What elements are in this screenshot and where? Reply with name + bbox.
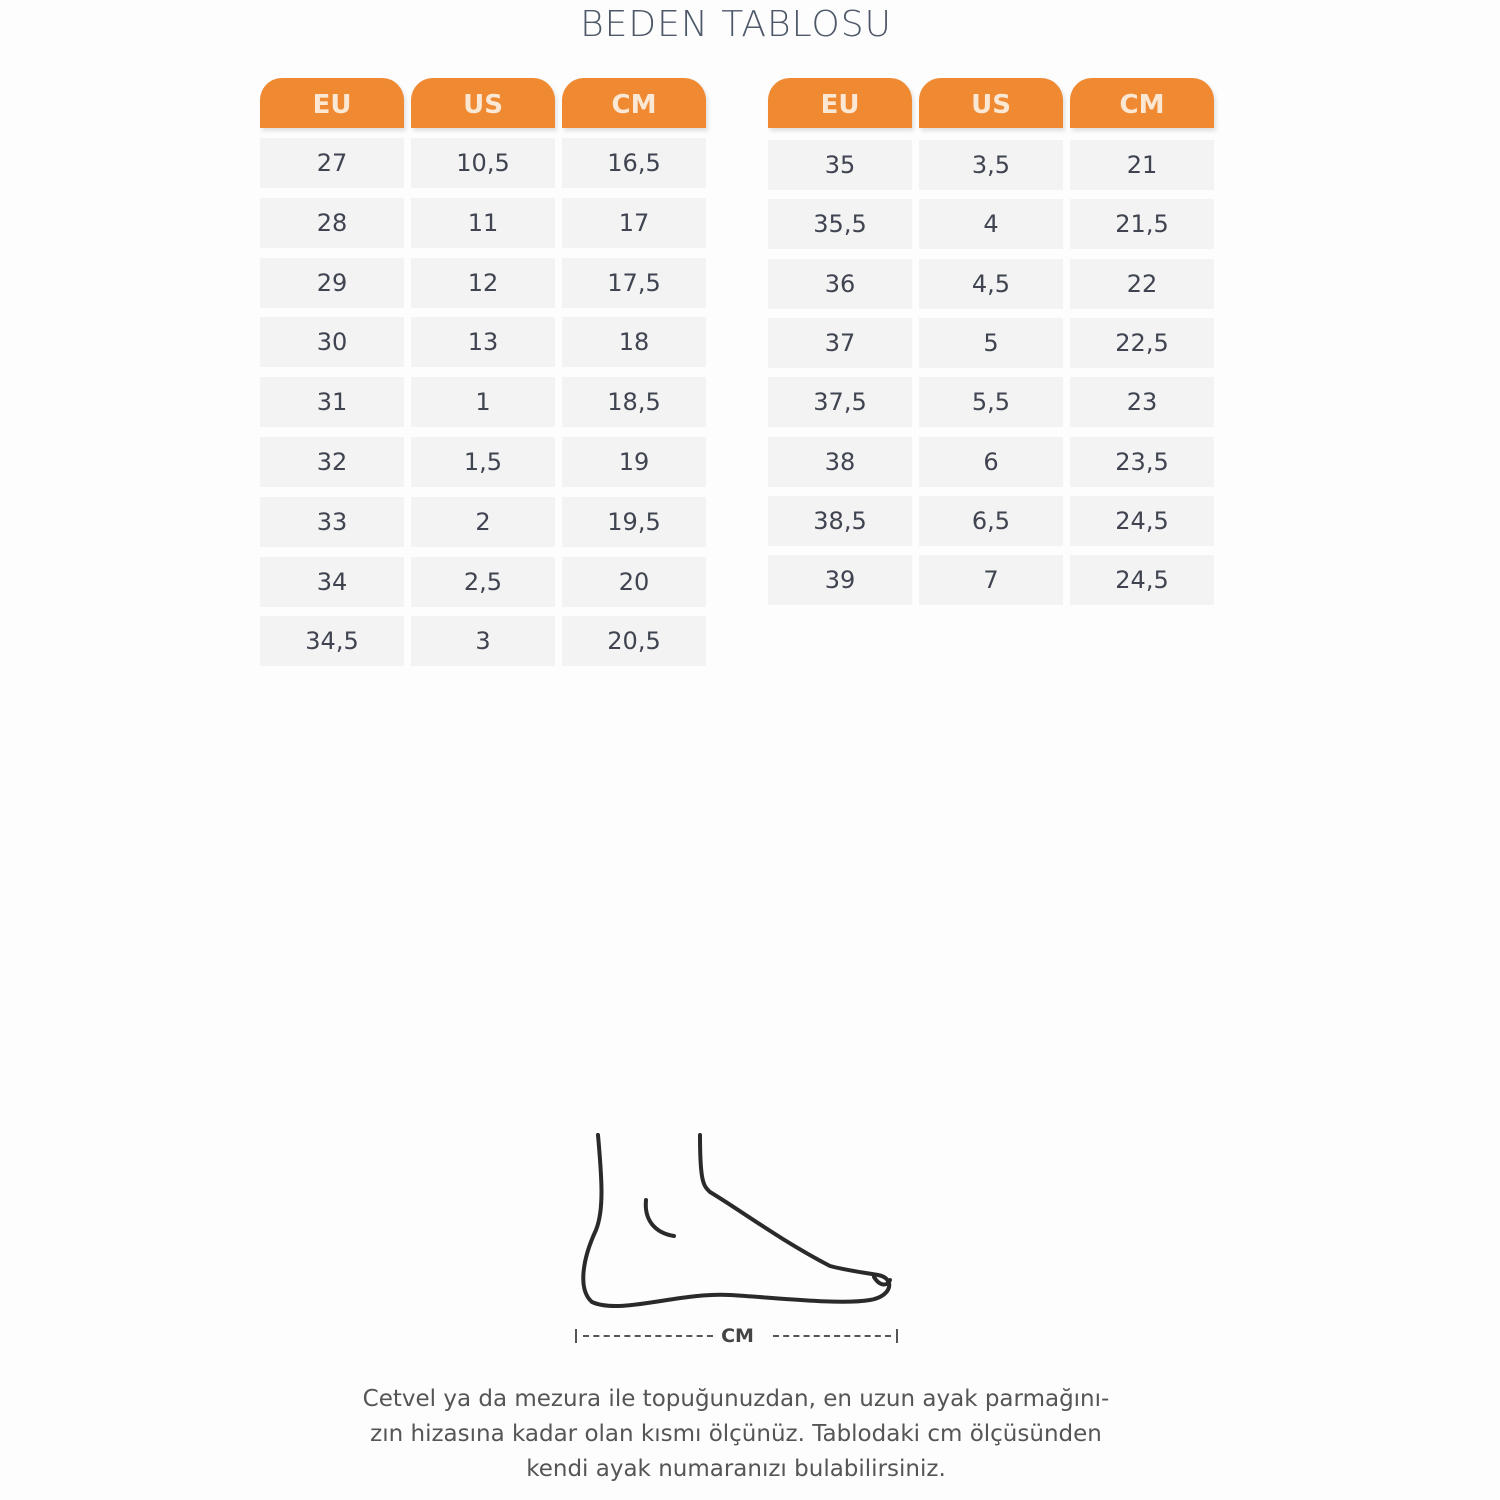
table-cell: 12 bbox=[411, 257, 555, 308]
table-cell: 19 bbox=[562, 437, 706, 487]
table-cell: 38,5 bbox=[768, 495, 912, 546]
table-cell: 16,5 bbox=[562, 138, 706, 188]
table-cell: 27 bbox=[260, 138, 404, 188]
table-cell: 34,5 bbox=[260, 616, 404, 667]
table-cell: 2,5 bbox=[411, 556, 555, 607]
table-cell: 21 bbox=[1070, 140, 1214, 190]
table-cell: 24,5 bbox=[1070, 555, 1214, 606]
column-header-eu: EU bbox=[768, 78, 912, 128]
table-cell: 32 bbox=[260, 437, 404, 487]
table-cell: 28 bbox=[260, 197, 404, 248]
column-header-us: US bbox=[919, 78, 1063, 128]
table-cell: 1 bbox=[411, 377, 555, 428]
table-cell: 39 bbox=[768, 555, 912, 606]
table-cell: 37 bbox=[768, 317, 912, 368]
note-line: Cetvel ya da mezura ile topuğunuzdan, en… bbox=[362, 1386, 1110, 1412]
table-cell: 35,5 bbox=[768, 199, 912, 250]
note-line: zın hizasına kadar olan kısmı ölçünüz. T… bbox=[370, 1421, 1102, 1447]
table-cell: 6 bbox=[919, 436, 1063, 487]
table-cell: 29 bbox=[260, 257, 404, 308]
table-cell: 19,5 bbox=[562, 496, 706, 547]
table-cell: 11 bbox=[411, 197, 555, 248]
table-cell: 33 bbox=[260, 496, 404, 547]
foot-measure-icon bbox=[581, 1133, 892, 1309]
table-cell: 37,5 bbox=[768, 377, 912, 428]
table-cell: 6,5 bbox=[919, 495, 1063, 546]
table-cell: 34 bbox=[260, 556, 404, 607]
table-cell: 22 bbox=[1070, 258, 1214, 309]
table-cell: 35 bbox=[768, 140, 912, 190]
table-cell: 38 bbox=[768, 436, 912, 487]
page-title: BEDEN TABLOSU bbox=[580, 4, 892, 45]
table-cell: 2 bbox=[411, 496, 555, 547]
table-cell: 5 bbox=[919, 317, 1063, 368]
table-cell: 24,5 bbox=[1070, 495, 1214, 546]
table-cell: 1,5 bbox=[411, 437, 555, 487]
table-cell: 7 bbox=[919, 555, 1063, 606]
table-cell: 20,5 bbox=[562, 616, 706, 667]
column-header-cm: CM bbox=[562, 78, 706, 128]
measure-label: CM bbox=[721, 1325, 754, 1347]
table-cell: 36 bbox=[768, 258, 912, 309]
table-cell: 4 bbox=[919, 199, 1063, 250]
table-cell: 5,5 bbox=[919, 377, 1063, 428]
table-cell: 31 bbox=[260, 377, 404, 428]
table-cell: 17,5 bbox=[562, 257, 706, 308]
table-cell: 18 bbox=[562, 317, 706, 368]
table-cell: 18,5 bbox=[562, 377, 706, 428]
table-cell: 20 bbox=[562, 556, 706, 607]
table-cell: 4,5 bbox=[919, 258, 1063, 309]
table-cell: 3 bbox=[411, 616, 555, 667]
column-header-eu: EU bbox=[260, 78, 404, 128]
measurement-instructions: Cetvel ya da mezura ile topuğunuzdan, en… bbox=[0, 1382, 1472, 1487]
measure-line: CM bbox=[575, 1324, 900, 1348]
note-line: kendi ayak numaranızı bulabilirsiniz. bbox=[526, 1456, 946, 1482]
table-cell: 10,5 bbox=[411, 138, 555, 188]
table-cell: 17 bbox=[562, 197, 706, 248]
table-cell: 13 bbox=[411, 317, 555, 368]
column-header-us: US bbox=[411, 78, 555, 128]
column-header-cm: CM bbox=[1070, 78, 1214, 128]
table-cell: 3,5 bbox=[919, 140, 1063, 190]
table-cell: 23,5 bbox=[1070, 436, 1214, 487]
table-cell: 30 bbox=[260, 317, 404, 368]
table-cell: 23 bbox=[1070, 377, 1214, 428]
table-cell: 21,5 bbox=[1070, 199, 1214, 250]
table-cell: 22,5 bbox=[1070, 317, 1214, 368]
